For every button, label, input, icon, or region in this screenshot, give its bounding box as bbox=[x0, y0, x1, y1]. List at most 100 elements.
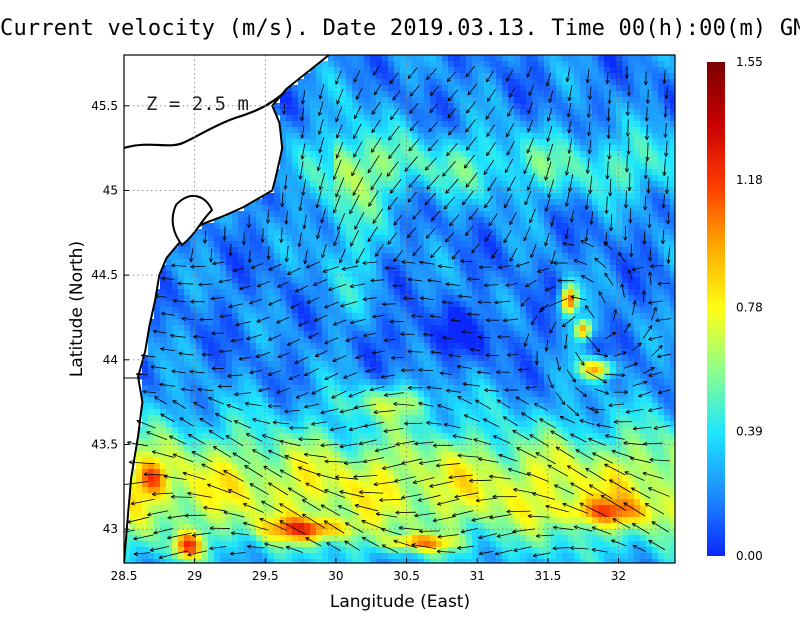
x-tick-label: 28.5 bbox=[111, 569, 138, 583]
current-arrow bbox=[304, 403, 320, 409]
current-arrow bbox=[314, 350, 328, 357]
current-arrow bbox=[381, 544, 399, 554]
current-arrow bbox=[566, 369, 576, 383]
current-arrow bbox=[579, 502, 608, 517]
current-arrow bbox=[276, 387, 290, 394]
current-arrow bbox=[244, 465, 264, 478]
current-arrow bbox=[606, 107, 611, 122]
current-arrow bbox=[567, 120, 572, 134]
current-arrow bbox=[451, 249, 461, 260]
current-arrow bbox=[199, 417, 213, 427]
current-arrow bbox=[475, 497, 498, 503]
current-arrow bbox=[651, 306, 657, 321]
current-arrow bbox=[428, 121, 438, 133]
current-arrow bbox=[548, 90, 554, 103]
current-arrow bbox=[261, 500, 283, 514]
current-arrow bbox=[496, 531, 517, 538]
current-arrow bbox=[202, 230, 208, 244]
coastline bbox=[124, 55, 330, 563]
current-arrow bbox=[584, 305, 595, 319]
current-arrow bbox=[606, 125, 611, 139]
current-arrow bbox=[544, 232, 550, 247]
current-arrow bbox=[268, 263, 282, 271]
current-arrow bbox=[649, 457, 671, 462]
current-arrow bbox=[211, 366, 224, 371]
current-arrow bbox=[375, 512, 398, 518]
current-arrow bbox=[201, 352, 214, 357]
current-arrow bbox=[276, 316, 290, 324]
current-arrow bbox=[426, 175, 440, 190]
current-arrow bbox=[611, 539, 627, 547]
current-arrow bbox=[588, 484, 613, 500]
current-arrow bbox=[400, 368, 415, 373]
current-arrow bbox=[408, 138, 420, 152]
current-arrow bbox=[628, 208, 633, 224]
current-arrow bbox=[302, 214, 307, 230]
current-arrow bbox=[562, 502, 588, 514]
current-arrow bbox=[287, 487, 308, 500]
current-arrow bbox=[467, 83, 477, 96]
current-arrow bbox=[142, 389, 156, 394]
current-arrow bbox=[358, 439, 377, 446]
current-arrow bbox=[170, 333, 186, 338]
current-arrow bbox=[393, 539, 418, 549]
current-arrow bbox=[531, 492, 556, 500]
current-arrow bbox=[523, 226, 531, 242]
current-arrow bbox=[372, 314, 385, 319]
current-arrow bbox=[314, 314, 328, 322]
current-arrow bbox=[613, 351, 627, 357]
current-arrow bbox=[473, 438, 492, 446]
current-arrow bbox=[328, 283, 347, 292]
current-arrow bbox=[664, 140, 669, 157]
current-arrow bbox=[389, 72, 399, 84]
current-arrow bbox=[329, 426, 347, 432]
current-arrow bbox=[353, 141, 363, 158]
current-arrow bbox=[317, 101, 324, 116]
current-arrow bbox=[448, 214, 460, 227]
current-arrow bbox=[482, 418, 499, 428]
current-arrow bbox=[281, 103, 287, 115]
current-arrow bbox=[279, 503, 302, 518]
current-arrow bbox=[390, 107, 400, 120]
current-arrow bbox=[158, 550, 189, 560]
colorbar-gradient bbox=[707, 62, 725, 556]
current-arrow bbox=[230, 551, 246, 556]
current-arrow bbox=[585, 68, 590, 84]
colorbar: 0.00 0.39 0.78 1.18 1.55 bbox=[707, 55, 763, 563]
current-arrow bbox=[469, 478, 492, 483]
current-arrow bbox=[295, 392, 309, 399]
current-arrow bbox=[643, 441, 663, 446]
current-arrow bbox=[152, 329, 167, 334]
current-arrow bbox=[452, 434, 473, 440]
current-arrow bbox=[604, 196, 609, 214]
current-arrow bbox=[647, 487, 670, 497]
current-arrow bbox=[239, 285, 251, 291]
current-arrow bbox=[344, 461, 365, 466]
current-arrow bbox=[607, 143, 612, 160]
current-arrow bbox=[352, 123, 362, 140]
current-arrow bbox=[401, 458, 423, 465]
current-arrow bbox=[409, 120, 419, 132]
current-arrow bbox=[498, 264, 511, 270]
current-arrow bbox=[127, 440, 148, 447]
current-arrow bbox=[564, 227, 569, 239]
current-arrow bbox=[279, 469, 302, 482]
current-arrow bbox=[544, 197, 551, 212]
current-arrow bbox=[252, 449, 270, 460]
current-arrow bbox=[515, 261, 530, 268]
current-arrow bbox=[513, 546, 532, 553]
current-arrow bbox=[301, 90, 306, 105]
current-arrow bbox=[326, 542, 341, 552]
current-arrow bbox=[623, 190, 629, 209]
current-arrow bbox=[648, 539, 666, 551]
current-arrow bbox=[389, 179, 402, 194]
current-arrow bbox=[341, 265, 359, 271]
current-arrow bbox=[218, 279, 232, 284]
current-arrow bbox=[353, 105, 362, 120]
current-arrow bbox=[301, 513, 326, 529]
current-arrow bbox=[445, 388, 461, 393]
current-arrow bbox=[535, 533, 555, 539]
current-arrow bbox=[566, 102, 572, 118]
current-arrow bbox=[660, 229, 666, 245]
current-arrow bbox=[608, 403, 625, 408]
